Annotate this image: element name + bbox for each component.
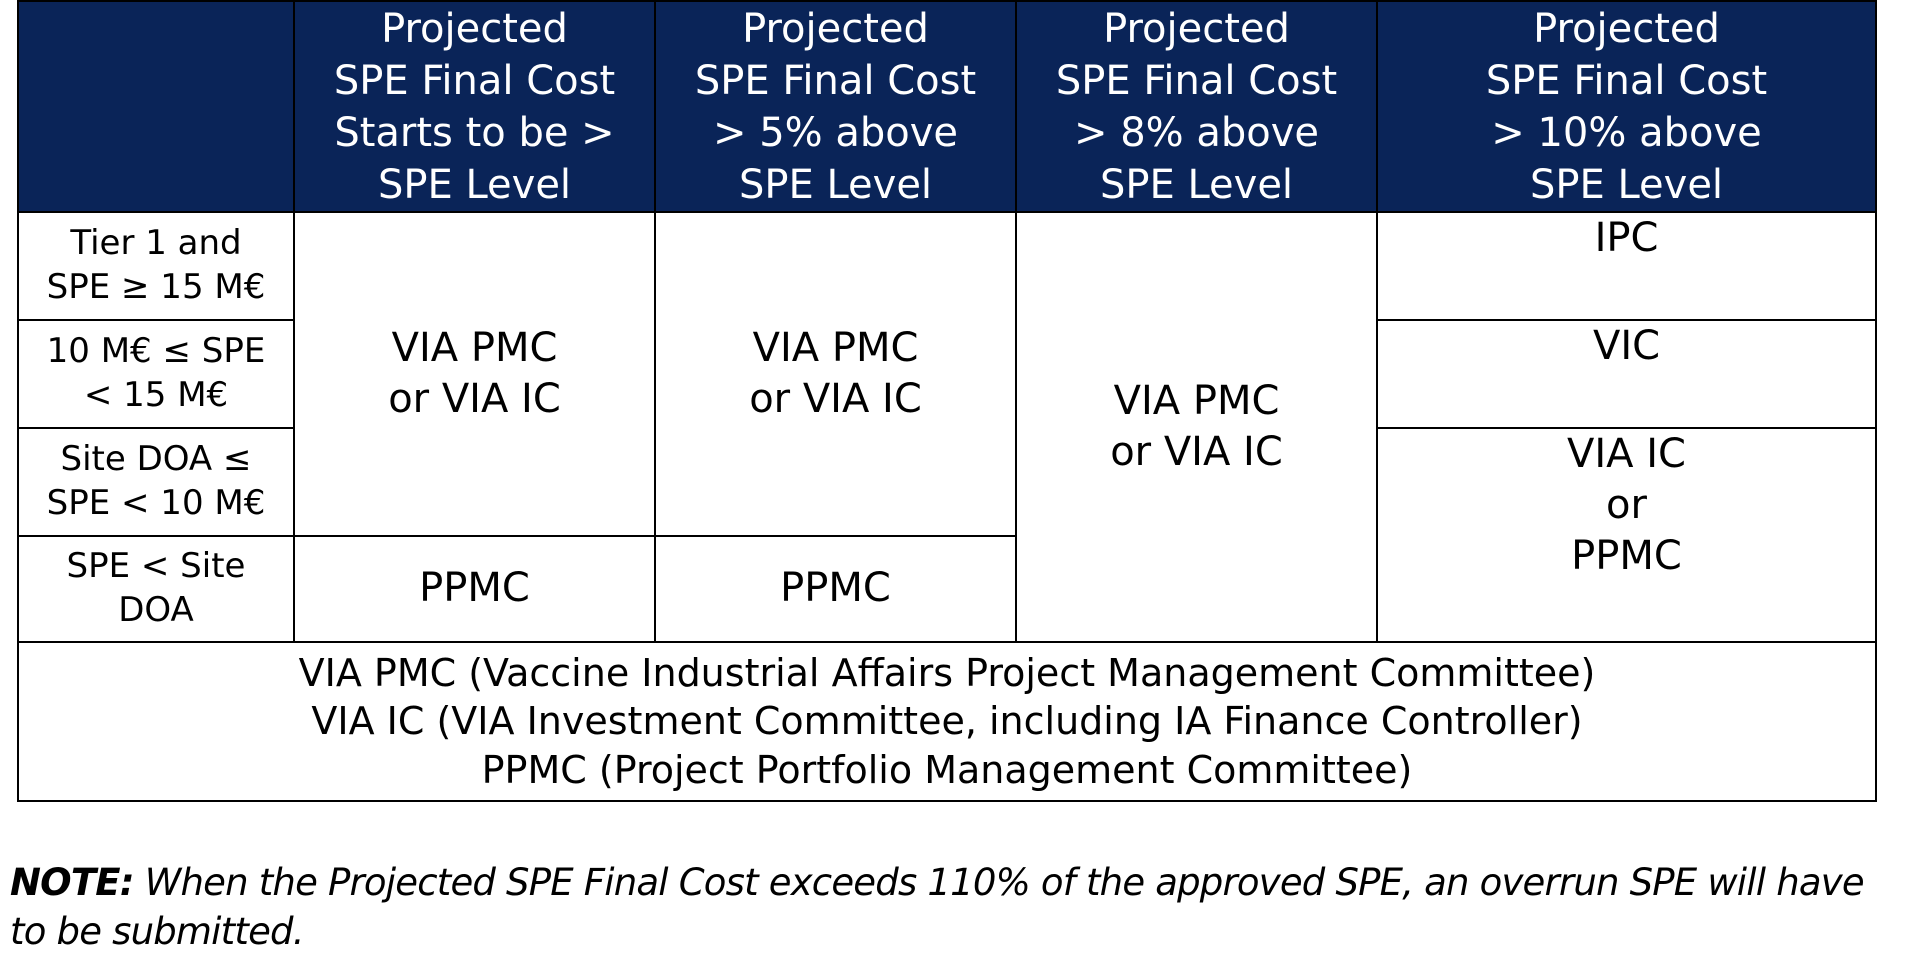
cell-line: or: [1606, 482, 1647, 529]
table-row: Site DOA ≤ SPE < 10 M€ VIA IC or PPMC: [17, 427, 1877, 643]
row-label-line: Site DOA ≤: [60, 439, 252, 480]
cell-8-percent-all-projects: VIA PMC or VIA IC: [1015, 211, 1378, 643]
header-line: SPE Final Cost: [1485, 57, 1768, 104]
header-line: SPE Level: [738, 161, 933, 208]
cell-10-percent-mid-projects: VIC: [1376, 319, 1877, 429]
legend-line-ppmc: PPMC (Project Portfolio Management Commi…: [481, 747, 1413, 792]
header-starts-above-spe: Projected SPE Final Cost Starts to be > …: [293, 0, 656, 213]
header-10-percent-above: Projected SPE Final Cost > 10% above SPE…: [1376, 0, 1877, 213]
note-label: NOTE:: [10, 861, 135, 904]
header-line: SPE Level: [377, 161, 572, 208]
header-line: Projected: [1103, 5, 1290, 52]
cell-line: IPC: [1594, 215, 1659, 261]
legend-row: VIA PMC (Vaccine Industrial Affairs Proj…: [17, 641, 1877, 802]
table-row: SPE < Site DOA PPMC PPMC: [17, 535, 1876, 643]
approval-matrix-table: Projected SPE Final Cost Starts to be > …: [17, 0, 1877, 802]
cell-line: or VIA IC: [749, 376, 922, 422]
row-label-line: SPE < Site: [66, 546, 246, 587]
header-line: Projected: [381, 5, 568, 52]
header-line: SPE Level: [1099, 161, 1294, 208]
cell-line: VIA PMC: [752, 324, 919, 371]
header-line: SPE Final Cost: [1055, 57, 1338, 104]
row-label-tier1: Tier 1 and SPE ≥ 15 M€: [17, 211, 295, 321]
cell-starts-above-below-doa: PPMC: [293, 535, 656, 643]
cell-line: VIA IC: [1567, 431, 1686, 477]
table-row: Tier 1 and SPE ≥ 15 M€ VIA PMC or VIA IC…: [17, 211, 1877, 643]
note-text: When the Projected SPE Final Cost exceed…: [10, 861, 1865, 953]
row-label-line: SPE ≥ 15 M€: [46, 267, 266, 307]
row-label-line: 10 M€ ≤ SPE: [46, 331, 266, 372]
header-line: SPE Final Cost: [694, 57, 977, 104]
row-label-10-to-15: 10 M€ ≤ SPE < 15 M€: [17, 319, 295, 429]
note-paragraph: NOTE: When the Projected SPE Final Cost …: [10, 858, 1890, 956]
cell-line: VIC: [1592, 323, 1661, 369]
header-line: Projected: [1533, 5, 1720, 52]
header-row: Projected SPE Final Cost Starts to be > …: [17, 0, 1877, 213]
cell-10-percent-small-projects: VIA IC or PPMC: [1376, 427, 1877, 643]
header-line: > 8% above: [1073, 109, 1320, 156]
header-line: Starts to be >: [334, 109, 615, 156]
cell-line: or VIA IC: [1110, 429, 1283, 475]
cell-5-percent-large-projects: VIA PMC or VIA IC: [654, 211, 1017, 537]
header-5-percent-above: Projected SPE Final Cost > 5% above SPE …: [654, 0, 1017, 213]
header-line: > 5% above: [712, 109, 959, 156]
cell-5-percent-below-doa: PPMC: [654, 535, 1017, 643]
cell-starts-above-large-projects: VIA PMC or VIA IC: [293, 211, 656, 537]
cell-line: VIA PMC: [1113, 377, 1280, 424]
header-line: SPE Final Cost: [333, 57, 616, 104]
cell-line: PPMC: [1571, 533, 1682, 580]
header-line: Projected: [742, 5, 929, 52]
header-8-percent-above: Projected SPE Final Cost > 8% above SPE …: [1015, 0, 1378, 213]
header-line: SPE Level: [1529, 161, 1724, 208]
header-corner-cell: [17, 0, 295, 213]
cell-line: PPMC: [419, 565, 530, 612]
legend-cell: VIA PMC (Vaccine Industrial Affairs Proj…: [17, 641, 1877, 802]
cell-10-percent-tier1: IPC: [1376, 211, 1877, 321]
row-label-line: DOA: [118, 590, 194, 630]
legend-line-via-ic: VIA IC (VIA Investment Committee, includ…: [311, 699, 1583, 744]
row-label-line: SPE < 10 M€: [46, 483, 266, 523]
legend-line-via-pmc: VIA PMC (Vaccine Industrial Affairs Proj…: [298, 650, 1596, 695]
cell-line: or VIA IC: [388, 376, 561, 422]
header-line: > 10% above: [1491, 109, 1762, 156]
row-label-line: < 15 M€: [83, 375, 229, 415]
row-label-below-site-doa: SPE < Site DOA: [17, 535, 295, 643]
row-label-site-doa-to-10: Site DOA ≤ SPE < 10 M€: [17, 427, 295, 537]
cell-line: VIA PMC: [391, 324, 558, 371]
row-label-line: Tier 1 and: [70, 223, 242, 264]
cell-line: PPMC: [780, 565, 891, 612]
table-row: 10 M€ ≤ SPE < 15 M€ VIC: [17, 319, 1877, 429]
